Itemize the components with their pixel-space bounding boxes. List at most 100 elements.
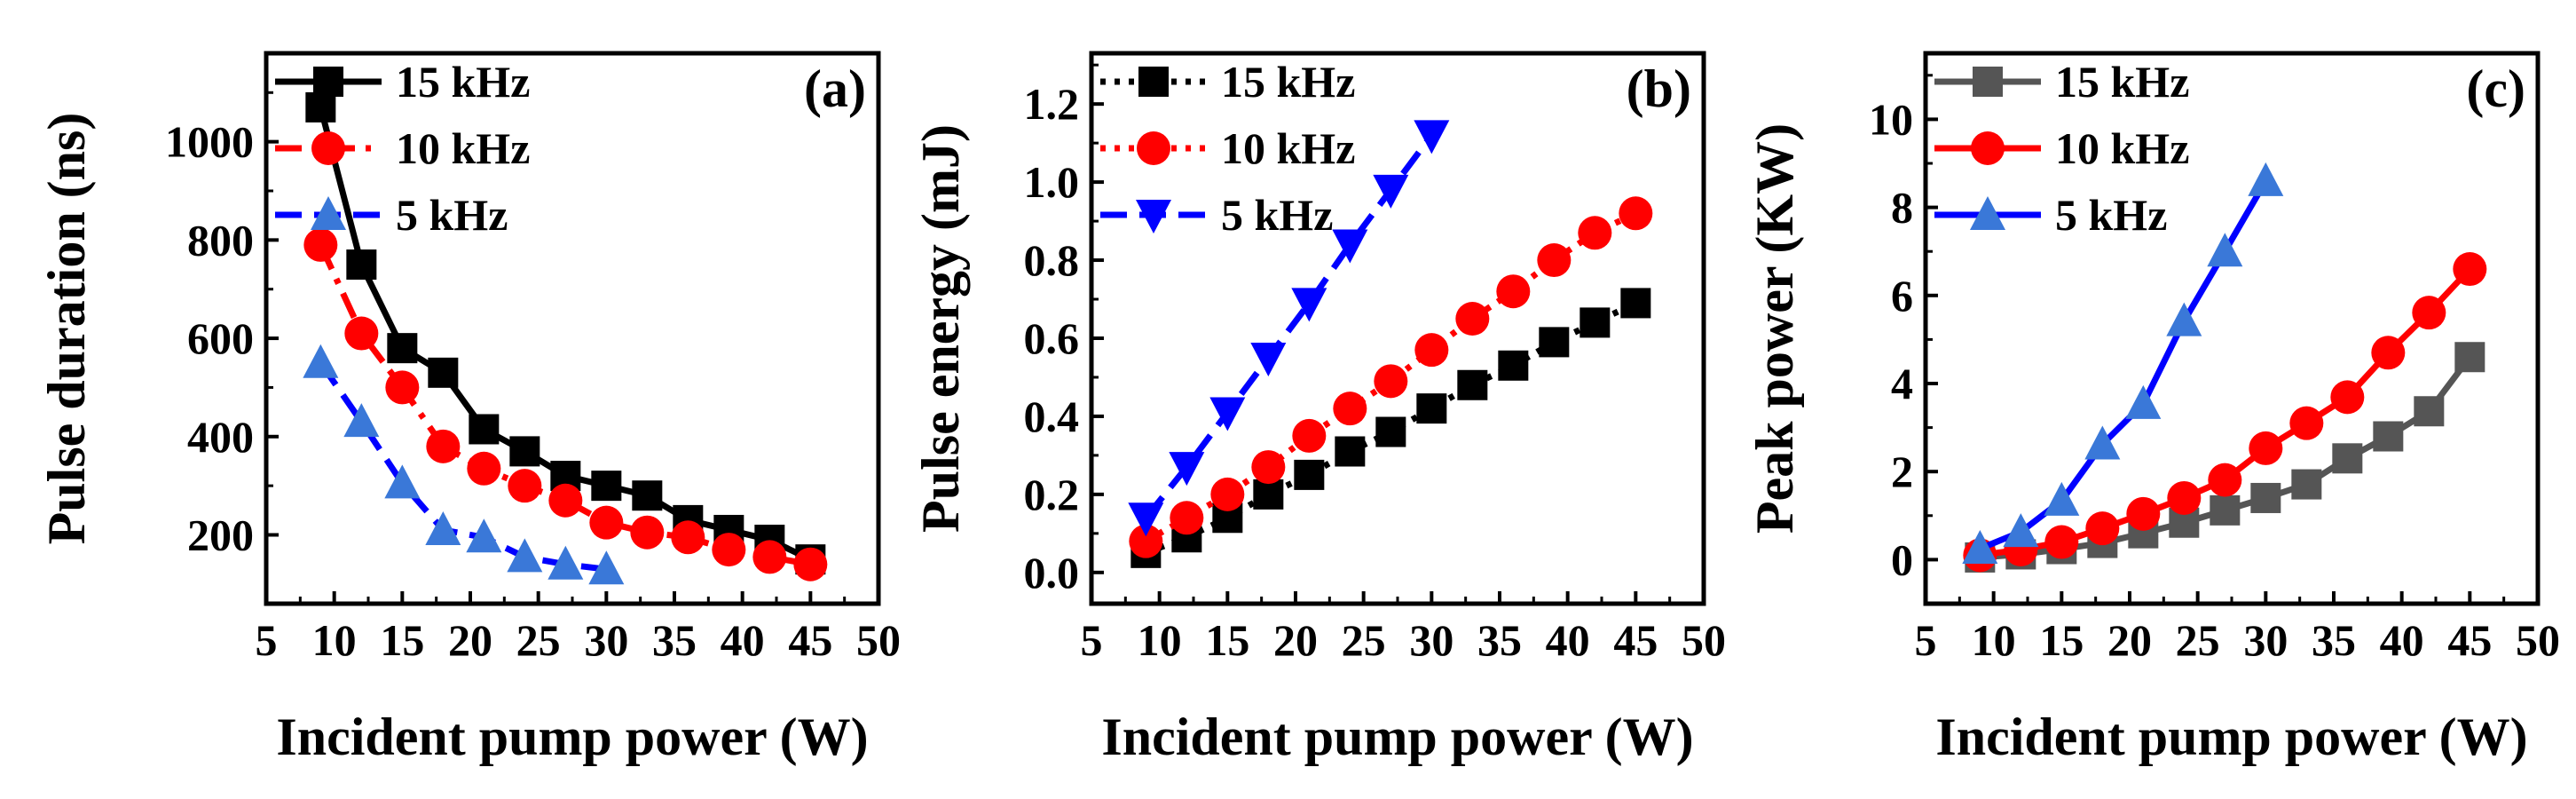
panel-letter: (a) [804, 59, 866, 118]
y-tick-label: 0.8 [1024, 235, 1080, 285]
series-5-khz [1962, 162, 2284, 564]
x-tick-label: 15 [380, 615, 424, 665]
series-15-khz [1965, 342, 2485, 573]
data-point [428, 357, 459, 388]
y-tick-label: 200 [187, 510, 254, 560]
legend: 15 kHz 10 kHz 5 kHz [1100, 57, 1355, 240]
data-point [1619, 196, 1653, 231]
panel-letter: (b) [1627, 59, 1691, 118]
data-point [671, 520, 705, 555]
data-point [2166, 302, 2202, 336]
y-tick-label: 1000 [165, 117, 254, 167]
data-point [2207, 233, 2243, 267]
x-tick-label: 45 [2447, 615, 2492, 665]
y-tick-label: 10 [1869, 94, 1913, 144]
y-tick-label: 0.6 [1024, 313, 1080, 363]
data-point [1375, 416, 1406, 447]
legend-label: 15 kHz [2055, 57, 2189, 107]
x-tick-label: 25 [2176, 615, 2220, 665]
x-axis-label: Incident pump power (W) [276, 708, 868, 766]
data-point [1210, 477, 1245, 511]
data-point [1457, 369, 1488, 400]
y-tick-label: 400 [187, 412, 254, 462]
data-point [2125, 384, 2162, 419]
series-10-khz [303, 227, 828, 581]
x-tick-label: 10 [1138, 615, 1182, 665]
data-point [305, 91, 336, 123]
legend-label: 10 kHz [396, 123, 530, 173]
data-point [2250, 482, 2281, 513]
x-tick-label: 50 [856, 615, 901, 665]
data-point [589, 505, 624, 540]
x-tick-label: 30 [1409, 615, 1453, 665]
data-point [1537, 243, 1572, 278]
data-point [1170, 501, 1204, 535]
legend-marker [311, 196, 346, 230]
data-point [2126, 496, 2161, 531]
data-point [1129, 524, 1163, 558]
data-point [1416, 393, 1447, 424]
data-point [343, 403, 380, 438]
data-point [2044, 481, 2080, 516]
x-tick-label: 40 [721, 615, 765, 665]
data-point [793, 547, 828, 581]
legend-label: 5 kHz [396, 190, 508, 240]
x-axis-label: Incident pump power (W) [1935, 708, 2527, 766]
data-point [425, 510, 461, 545]
data-point [1332, 229, 1368, 264]
data-point [752, 540, 787, 574]
data-point [508, 469, 542, 503]
x-tick-label: 10 [1972, 615, 2016, 665]
x-tick-label: 5 [256, 615, 278, 665]
y-tick-label: 1.0 [1024, 157, 1080, 207]
x-tick-label: 35 [652, 615, 697, 665]
data-point [2371, 336, 2406, 370]
panel-letter: (c) [2466, 59, 2525, 118]
y-tick-label: 0.2 [1024, 470, 1080, 519]
data-point [1292, 418, 1327, 453]
series-5-khz [303, 344, 625, 585]
x-axis-label: Incident pump power (W) [1101, 708, 1693, 766]
data-point [2249, 431, 2283, 465]
panel-a: 5 10 15 20 25 30 35 40 45 50 200 400 600 800 1000 Incid… [37, 51, 901, 766]
legend-marker [311, 131, 345, 165]
y-tick-label: 600 [187, 313, 254, 363]
data-point [2373, 421, 2404, 452]
data-point [547, 545, 584, 580]
data-point [2414, 396, 2445, 427]
series-10-khz [1129, 196, 1653, 558]
data-point [1291, 288, 1327, 322]
data-point [2208, 463, 2242, 497]
x-tick-label: 45 [788, 615, 832, 665]
data-point [2454, 342, 2485, 373]
y-tick-label: 6 [1891, 271, 1913, 320]
legend-label: 10 kHz [2055, 123, 2189, 173]
x-tick-label: 5 [1081, 615, 1103, 665]
data-point [1209, 397, 1246, 431]
data-point [426, 429, 461, 463]
data-point [1496, 274, 1531, 309]
data-point [712, 533, 746, 567]
x-tick-label: 30 [584, 615, 628, 665]
data-point [303, 227, 338, 262]
y-axis-label: Pulse energy (mJ) [911, 124, 970, 533]
data-point [387, 333, 418, 364]
legend-label: 5 kHz [1221, 190, 1333, 240]
x-tick-label: 25 [516, 615, 561, 665]
data-point [509, 436, 540, 467]
x-tick-label: 20 [2107, 615, 2152, 665]
data-point [1294, 459, 1325, 490]
legend-marker [1971, 131, 2005, 165]
data-point [1169, 452, 1205, 487]
data-point [588, 550, 625, 585]
data-point [2044, 525, 2079, 559]
legend-marker [1970, 196, 2005, 230]
data-point [2248, 162, 2284, 196]
y-tick-label: 0 [1891, 534, 1913, 584]
legend-marker [1138, 67, 1169, 97]
data-point [2291, 469, 2322, 500]
y-axis-label: Peak power (KW) [1745, 123, 1804, 534]
data-point [2330, 380, 2365, 415]
series-line [1143, 133, 1435, 520]
data-point [1333, 392, 1367, 426]
